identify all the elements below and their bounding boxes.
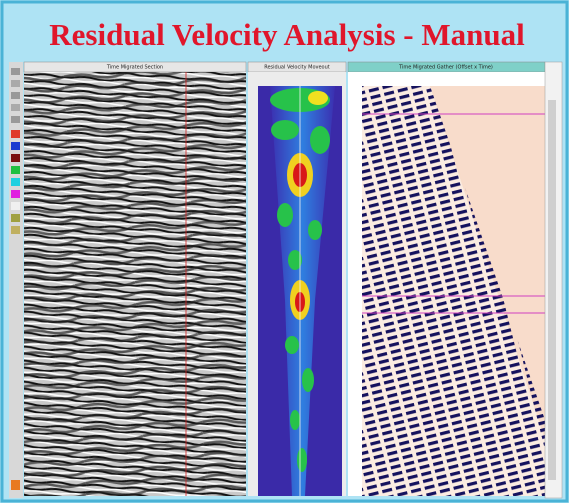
mute-wedge	[430, 86, 545, 420]
panel-title: Time Migrated Gather (Offset x Time)	[398, 65, 493, 71]
panel-title: Time Migrated Section	[106, 65, 163, 71]
scrollbar[interactable]	[548, 100, 556, 480]
panel-title: Residual Velocity Moveout	[264, 65, 330, 71]
toolbar	[9, 62, 23, 498]
toolbar-buttons[interactable]	[11, 68, 20, 490]
seismic-overlay	[24, 72, 246, 496]
title: Residual Velocity Analysis - Manual	[49, 17, 525, 52]
